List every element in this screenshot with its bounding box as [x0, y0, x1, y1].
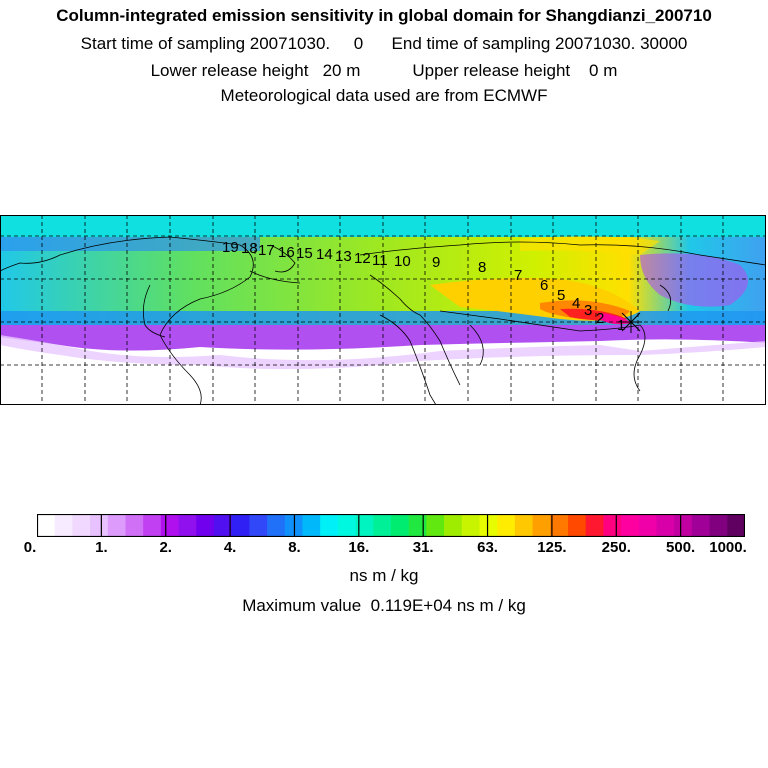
trajectory-label-10: 10 — [394, 253, 411, 270]
colorbar-swatch — [373, 514, 392, 537]
emission-sensitivity-map: 19 18 17 16 15 14 13 12 11 10 9 8 7 65 4 3 2 1 — [0, 215, 766, 405]
colorbar-tick-label: 500. — [666, 539, 696, 556]
map-title: Column-integrated emission sensitivity i… — [56, 6, 712, 25]
colorbar-swatch — [125, 514, 144, 537]
trajectory-label-1: 1 — [617, 317, 625, 334]
trajectory-label-19: 19 — [222, 239, 239, 256]
trajectory-label-12: 12 — [354, 250, 371, 267]
release-height-line: Lower release height 20 m Upper release … — [150, 61, 618, 80]
colorbar-swatch — [320, 514, 339, 537]
colorbar-frame — [37, 514, 745, 537]
colorbar-swatch — [691, 514, 711, 537]
trajectory-label-13: 13 — [335, 248, 352, 265]
colorbar-tick-label: 16. — [348, 539, 370, 556]
trajectory-label-15: 15 — [296, 245, 313, 262]
sampling-time-line: Start time of sampling 20071030. 0 End t… — [80, 34, 688, 53]
colorbar-swatch — [90, 514, 109, 537]
colorbar-swatch — [550, 514, 569, 537]
trajectory-label-16: 16 — [278, 244, 295, 261]
colorbar-swatch — [408, 514, 427, 537]
colorbar-swatch — [568, 514, 587, 537]
colorbar-tick-label: 63. — [477, 539, 498, 556]
colorbar-swatch — [337, 514, 357, 537]
trajectory-label-3: 3 — [584, 302, 592, 319]
trajectory-label-11: 11 — [372, 252, 388, 269]
colorbar-swatch — [302, 514, 321, 537]
colorbar-swatch — [214, 514, 233, 537]
colorbar-swatch — [532, 514, 551, 537]
colorbar-swatch — [461, 514, 480, 537]
trajectory-label-2: 2 — [596, 310, 604, 327]
colorbar-swatch — [178, 514, 197, 537]
colorbar-swatch — [37, 514, 56, 537]
colorbar-swatch — [621, 514, 640, 537]
colorbar-tick-label: 1000. — [709, 539, 747, 556]
colorbar-tick-label: 31. — [412, 539, 434, 556]
trajectory-label-17: 17 — [258, 242, 275, 259]
colorbar-tick-label: 2. — [159, 539, 172, 556]
colorbar-swatch — [72, 514, 91, 537]
colorbar-tick-label: 125. — [537, 539, 567, 556]
colorbar-swatch — [674, 514, 693, 537]
trajectory-label-18: 18 — [241, 240, 258, 257]
colorbar-swatch — [497, 514, 516, 537]
colorbar-swatch — [603, 514, 622, 537]
colorbar-swatch — [231, 514, 250, 537]
colorbar-swatch — [444, 514, 463, 537]
trajectory-label-4: 4 — [572, 295, 580, 312]
colorbar-swatch — [585, 514, 604, 537]
colorbar — [37, 514, 745, 537]
colorbar-swatch — [196, 514, 215, 537]
trajectory-label-7: 7 — [514, 267, 522, 284]
colorbar-swatch — [160, 514, 180, 537]
colorbar-swatch — [143, 514, 162, 537]
colorbar-swatch — [107, 514, 126, 537]
map-frame — [0, 215, 766, 405]
trajectory-label-14: 14 — [316, 246, 333, 263]
colorbar-swatch — [656, 514, 675, 537]
grid-lines — [0, 215, 766, 405]
colorbar-swatch — [391, 514, 410, 537]
colorbar-swatch — [479, 514, 498, 537]
trajectory-label-6: 6 — [540, 277, 548, 294]
colorbar-swatch — [638, 514, 657, 537]
trajectory-labels: 19 18 17 16 15 14 13 12 11 10 9 8 7 65 4 3 2 1 — [222, 239, 625, 334]
colorbar-swatch — [267, 514, 286, 537]
colorbar-swatch — [355, 514, 374, 537]
colorbar-tick-label: 8. — [288, 539, 301, 556]
met-data-line: Meteorological data used are from ECMWF — [220, 86, 548, 105]
colorbar-swatch — [54, 514, 73, 537]
colorbar-swatch — [426, 514, 445, 537]
colorbar-swatch — [727, 514, 745, 537]
colorbar-unit: ns m / kg — [349, 566, 419, 585]
colorbar-swatch — [709, 514, 728, 537]
colorbar-swatch — [249, 514, 268, 537]
colorbar-swatch — [514, 514, 534, 537]
colorbar-tick-label: 4. — [223, 539, 237, 556]
trajectory-label-8: 8 — [478, 259, 486, 276]
colorbar-tick-label: 1. — [95, 539, 108, 556]
colorbar-tick-label: 250. — [601, 539, 631, 556]
max-value-text: Maximum value 0.119E+04 ns m / kg — [242, 596, 526, 615]
trajectory-label-5: 5 — [557, 287, 565, 304]
receptor-marker — [620, 311, 642, 333]
colorbar-tick-label: 0. — [23, 539, 37, 556]
trajectory-label-9: 9 — [432, 254, 440, 271]
